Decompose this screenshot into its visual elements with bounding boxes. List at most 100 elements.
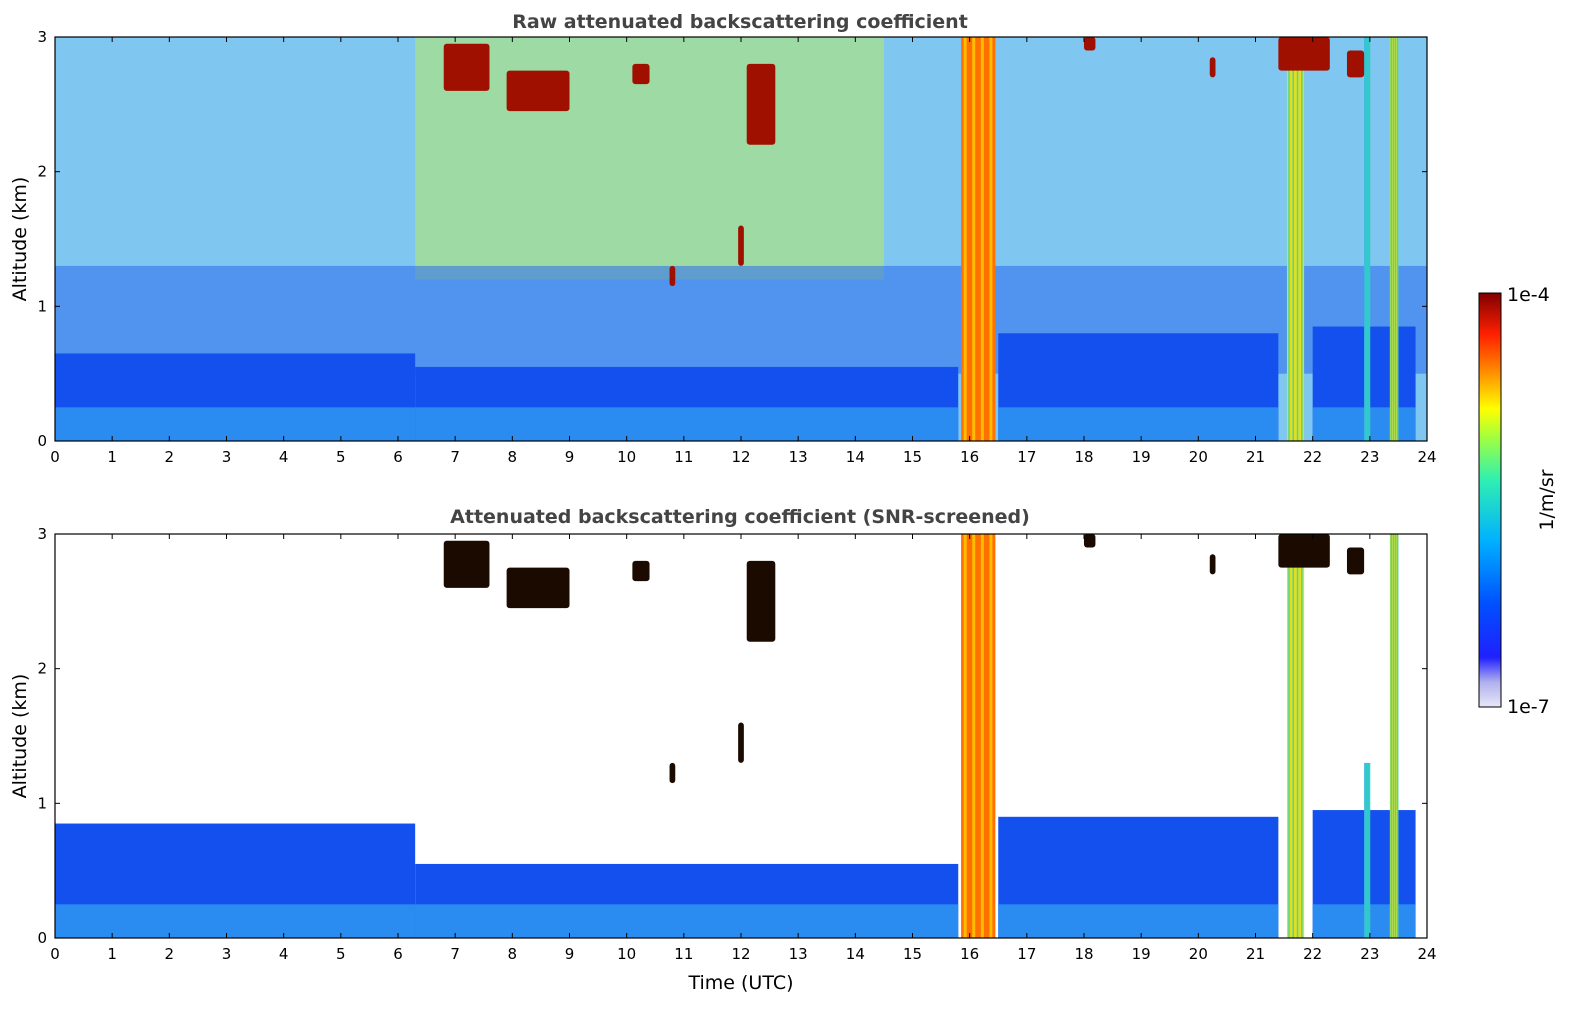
x-tick-label: 7 — [450, 945, 460, 963]
precipitation-column — [1286, 37, 1305, 441]
x-tick-label: 15 — [903, 448, 922, 466]
surface-layer — [415, 407, 959, 441]
y-tick-label: 2 — [37, 163, 47, 181]
surface-layer — [55, 407, 416, 441]
x-tick-label: 20 — [1189, 945, 1208, 963]
precipitation-stripe — [1392, 534, 1395, 938]
cloud-patch — [443, 540, 490, 588]
x-axis-label: Time (UTC) — [687, 972, 793, 994]
x-tick-label: 3 — [222, 448, 232, 466]
x-tick-label: 2 — [165, 448, 175, 466]
x-tick-label: 18 — [1074, 945, 1093, 963]
bottom-y-ticks: 0 1 2 3 — [37, 525, 1427, 947]
cloud-patch — [1346, 547, 1365, 575]
x-tick-label: 10 — [617, 448, 636, 466]
cloud-patch — [1084, 534, 1096, 548]
x-tick-label: 9 — [565, 945, 575, 963]
x-tick-label: 3 — [222, 945, 232, 963]
x-tick-label: 9 — [565, 448, 575, 466]
cloud-patch — [632, 63, 650, 85]
precipitation-stripe — [1288, 534, 1290, 938]
x-tick-label: 15 — [903, 945, 922, 963]
cloud-patch — [1278, 37, 1330, 71]
precipitation-column — [1286, 534, 1305, 938]
cloud-patch — [443, 43, 490, 91]
precipitation-stripe — [980, 37, 984, 441]
x-tick-label: 6 — [393, 448, 403, 466]
x-tick-label: 20 — [1189, 448, 1208, 466]
bottom-x-ticks: 0 1 2 3 4 5 6 7 8 9 10 11 12 13 14 15 16 17 18 19 20 21 22 23 24 — [50, 534, 1437, 963]
x-tick-label: 1 — [107, 945, 117, 963]
precipitation-stripe — [1301, 37, 1303, 441]
top-heatmap-panel: Raw attenuated backscattering coefficien… — [9, 11, 1437, 466]
colorbar-min-label: 1e-7 — [1507, 696, 1550, 718]
surface-layer — [415, 904, 959, 938]
top-chart-title: Raw attenuated backscattering coefficien… — [512, 11, 968, 33]
x-tick-label: 14 — [846, 945, 865, 963]
bottom-heatmap-panel: Attenuated backscattering coefficient (S… — [9, 506, 1437, 994]
cloud-patch — [1084, 37, 1096, 51]
precipitation-column — [1389, 534, 1399, 938]
precipitation-stripe — [972, 534, 976, 938]
precipitation-stripe — [1392, 37, 1395, 441]
x-tick-label: 1 — [107, 448, 117, 466]
x-tick-label: 19 — [1132, 448, 1151, 466]
cloud-patch — [1278, 534, 1330, 568]
x-tick-label: 11 — [674, 945, 693, 963]
precipitation-stripe — [1394, 534, 1397, 938]
y-tick-label: 1 — [37, 794, 47, 812]
x-tick-label: 6 — [393, 945, 403, 963]
x-tick-label: 22 — [1303, 448, 1322, 466]
x-tick-label: 21 — [1246, 448, 1265, 466]
precipitation-stripe — [989, 37, 993, 441]
bottom-heatmap-area — [55, 534, 1416, 938]
top-heatmap-area — [55, 37, 1427, 441]
x-tick-label: 23 — [1360, 945, 1379, 963]
cloud-patch — [632, 560, 650, 582]
x-tick-label: 12 — [731, 448, 750, 466]
cloud-patch — [1209, 554, 1216, 575]
surface-layer — [998, 904, 1279, 938]
x-tick-label: 0 — [50, 448, 60, 466]
precipitation-stripe — [1364, 37, 1367, 441]
x-tick-label: 5 — [336, 945, 346, 963]
precipitation-stripe — [1390, 37, 1392, 441]
cloud-patch — [506, 567, 570, 609]
x-tick-label: 4 — [279, 945, 289, 963]
x-tick-label: 10 — [617, 945, 636, 963]
x-tick-label: 8 — [508, 448, 518, 466]
x-tick-label: 22 — [1303, 945, 1322, 963]
colorbar-max-label: 1e-4 — [1507, 284, 1550, 306]
y-tick-label: 3 — [37, 525, 47, 543]
x-tick-label: 23 — [1360, 448, 1379, 466]
precipitation-stripe — [1396, 37, 1399, 441]
precipitation-column — [1389, 37, 1399, 441]
x-tick-label: 4 — [279, 448, 289, 466]
precipitation-stripe — [972, 37, 976, 441]
precipitation-stripe — [1301, 534, 1303, 938]
precipitation-stripe — [1296, 37, 1299, 441]
precipitation-stripe — [1365, 37, 1368, 441]
precipitation-stripe — [1365, 762, 1368, 938]
x-tick-label: 14 — [846, 448, 865, 466]
bottom-chart-title: Attenuated backscattering coefficient (S… — [450, 506, 1030, 528]
precipitation-stripe — [1288, 37, 1290, 441]
x-tick-label: 24 — [1417, 945, 1436, 963]
precipitation-stripe — [989, 534, 993, 938]
cloud-patch — [746, 560, 776, 642]
colorbar-unit-label: 1/m/sr — [1536, 469, 1558, 530]
x-tick-label: 0 — [50, 945, 60, 963]
precipitation-stripe — [1364, 762, 1367, 938]
colorbar: 1e-4 1e-7 1/m/sr — [1478, 284, 1558, 718]
cloud-patch — [746, 63, 776, 145]
cloud-patch — [1209, 57, 1216, 78]
precipitation-stripe — [963, 37, 967, 441]
precipitation-stripe — [963, 534, 967, 938]
y-tick-label: 2 — [37, 660, 47, 678]
x-tick-label: 11 — [674, 448, 693, 466]
top-y-ticks: 0 1 2 3 — [37, 28, 1427, 450]
precipitation-stripe — [1368, 37, 1371, 441]
precipitation-stripe — [1296, 534, 1299, 938]
surface-layer — [55, 904, 416, 938]
x-tick-label: 13 — [789, 945, 808, 963]
